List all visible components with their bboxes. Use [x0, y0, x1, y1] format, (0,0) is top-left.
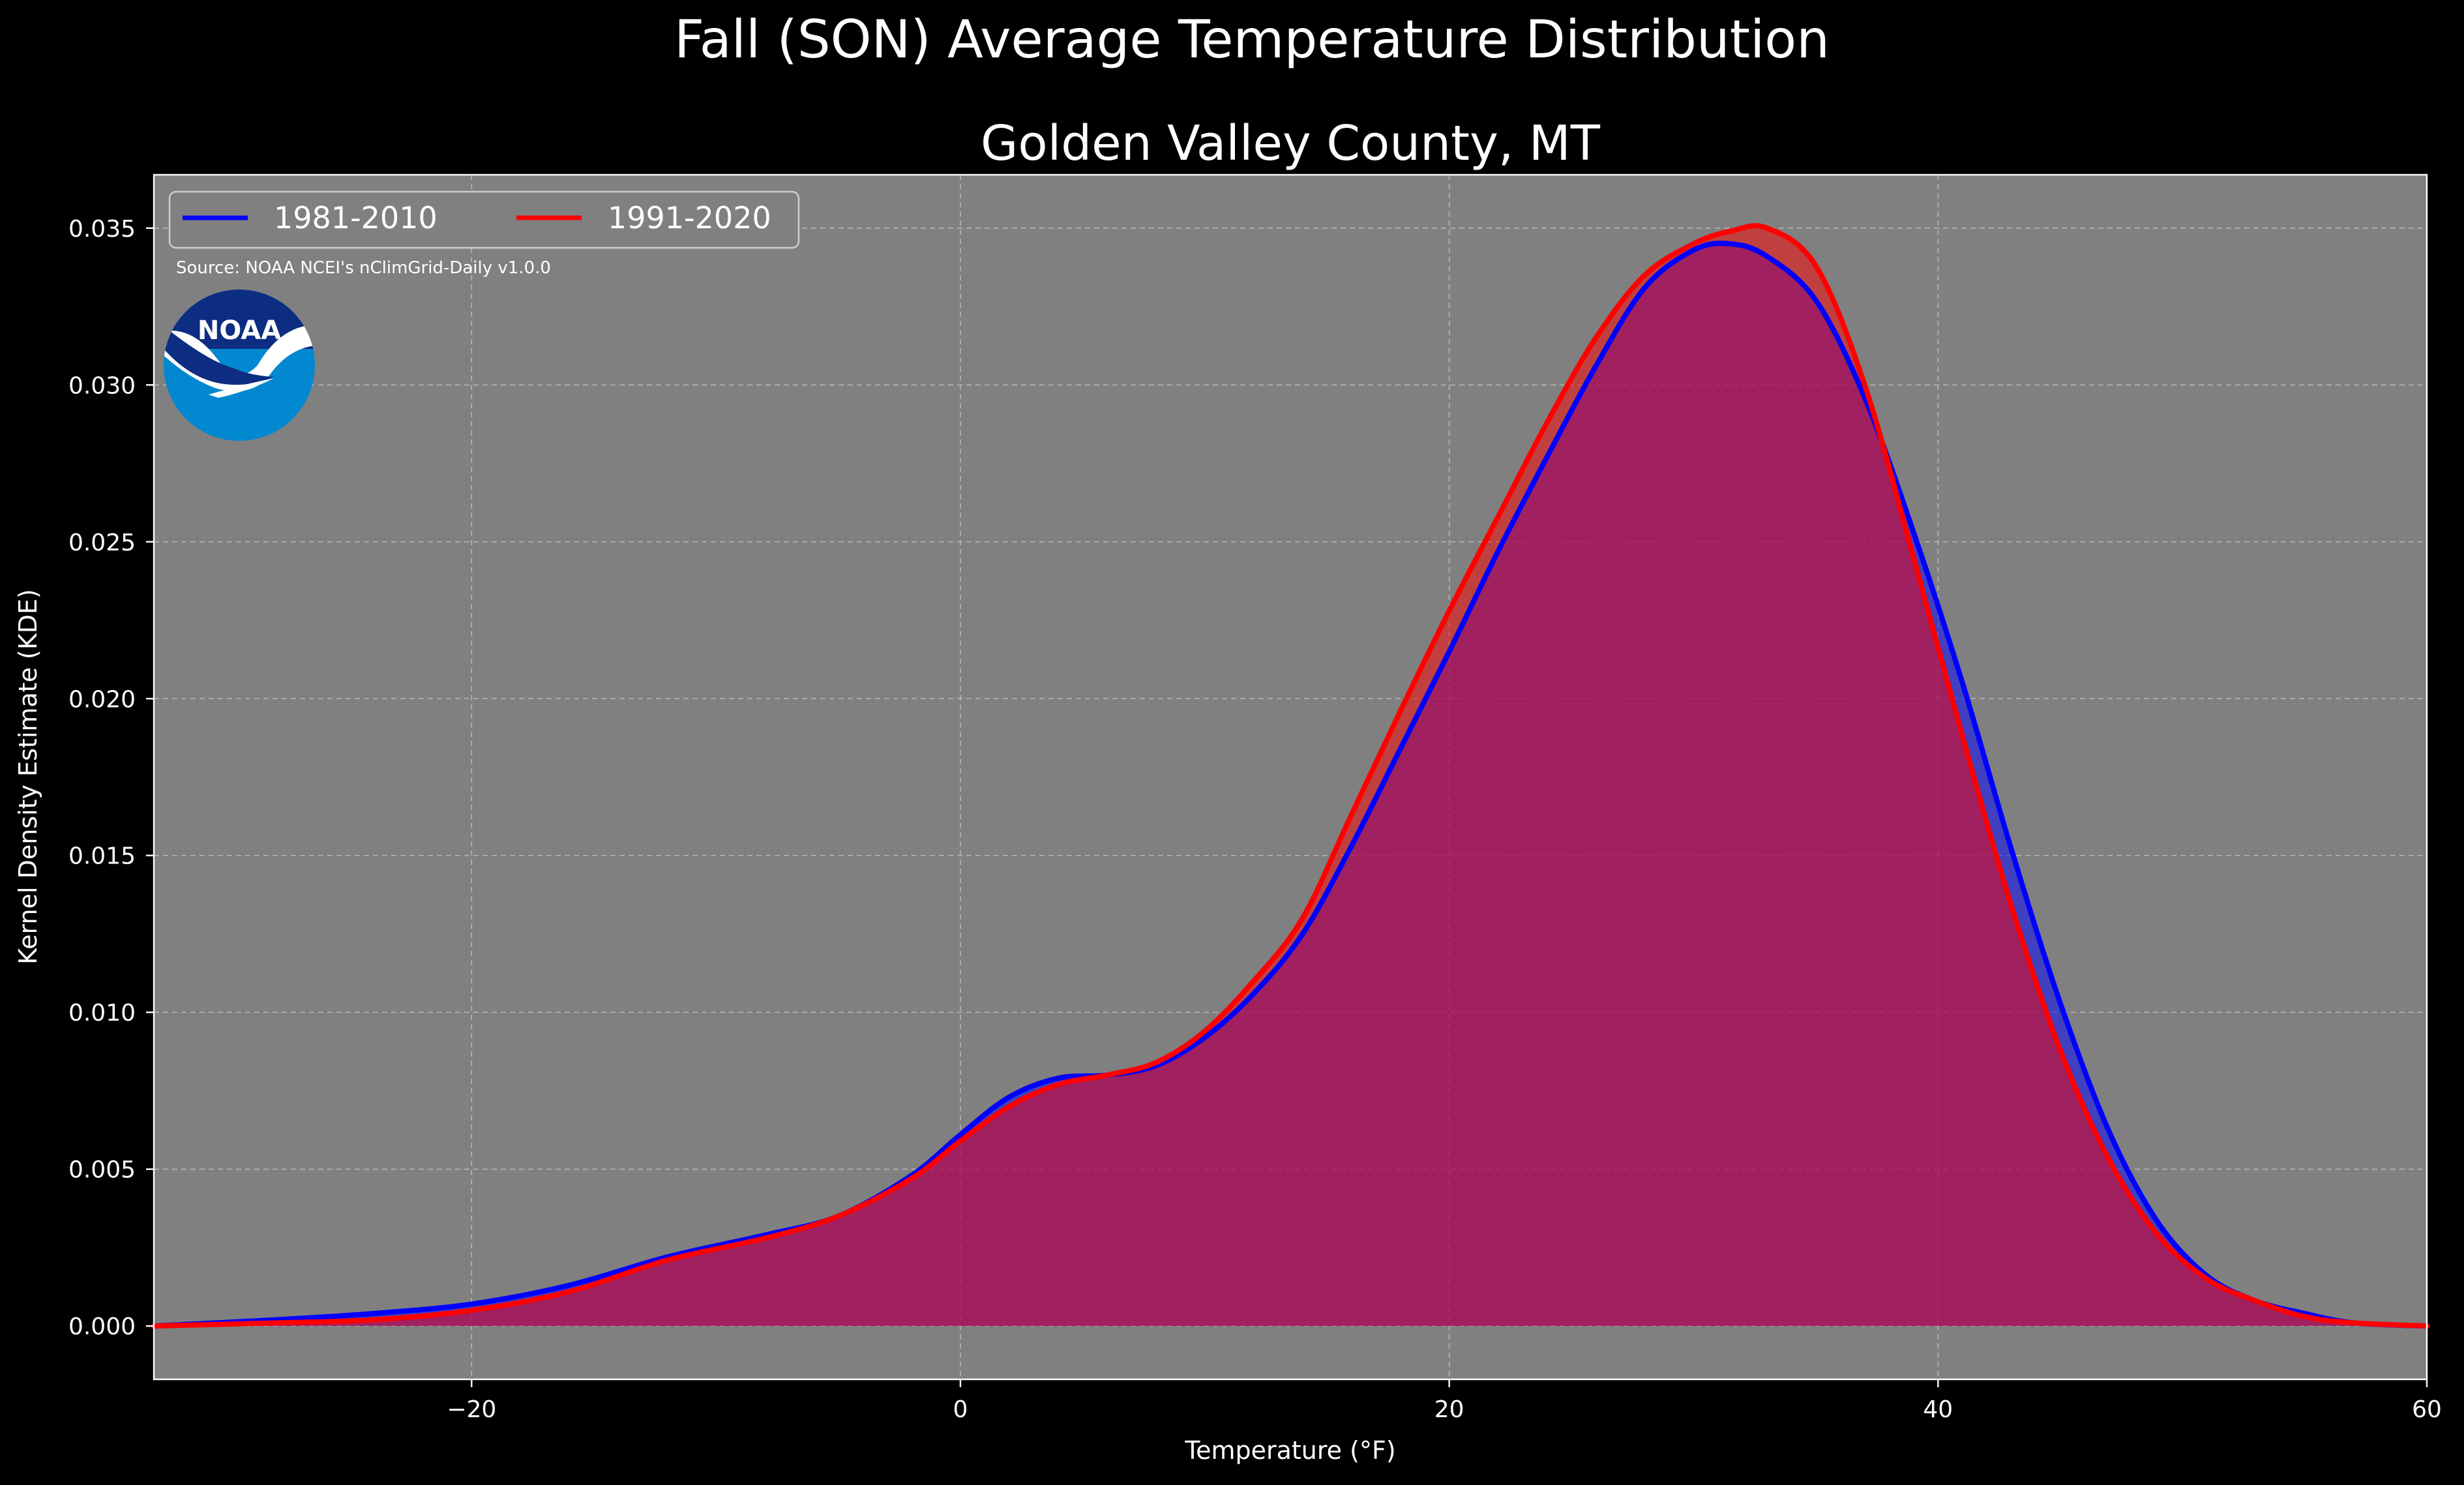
chart-subtitle: Golden Valley County, MT: [981, 115, 1601, 172]
y-tick-label: 0.025: [68, 530, 136, 556]
y-axis-label: Kernel Density Estimate (KDE): [14, 589, 42, 965]
x-tick-label: 60: [2412, 1396, 2442, 1423]
y-tick-label: 0.020: [68, 686, 136, 713]
x-axis-label: Temperature (°F): [1184, 1436, 1395, 1465]
legend-label-1981-2010: 1981-2010: [274, 200, 438, 235]
y-tick-label: 0.030: [68, 372, 136, 399]
legend: 1981-2010 1991-2020: [168, 190, 800, 249]
y-tick-label: 0.015: [68, 843, 136, 870]
y-tick-label: 0.010: [68, 1000, 136, 1027]
x-tick-label: −20: [447, 1396, 496, 1423]
plot-frame: [153, 173, 2428, 1381]
series-line-1991-2020: [151, 223, 2429, 1329]
y-tick-label: 0.005: [68, 1157, 136, 1184]
legend-label-1991-2020: 1991-2020: [608, 200, 771, 235]
legend-box: [168, 190, 800, 249]
x-tick-label: 20: [1434, 1396, 1464, 1423]
series-line-1981-2010: [151, 241, 2429, 1329]
noaa-logo-icon: NOAA: [164, 290, 315, 441]
x-tick-label: 0: [953, 1396, 968, 1423]
y-tick-label: 0.035: [68, 216, 136, 243]
noaa-logo-text: NOAA: [198, 316, 281, 346]
x-tick-label: 40: [1923, 1396, 1953, 1423]
source-note: Source: NOAA NCEI's nClimGrid-Daily v1.0…: [176, 258, 551, 278]
y-tick-label: 0.000: [68, 1313, 136, 1340]
axis-ticks: −20 0 20 40 60 0.000 0.005 0.010 0.015 0.020 0.025…: [68, 216, 2442, 1423]
series-layer: [151, 223, 2429, 1329]
area-fill-1991-2020: [154, 226, 2427, 1327]
chart-title: Fall (SON) Average Temperature Distribut…: [674, 9, 1830, 70]
